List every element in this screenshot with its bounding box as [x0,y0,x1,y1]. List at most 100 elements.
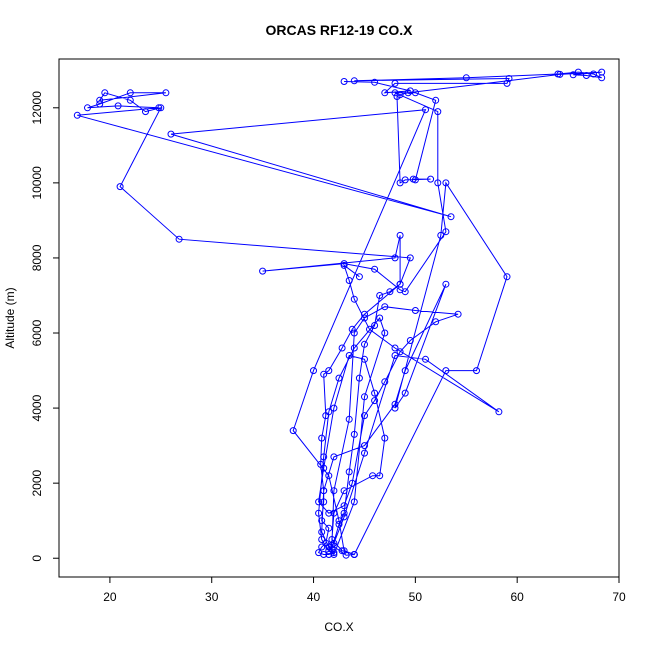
data-point [355,374,363,382]
data-point [361,442,368,450]
data-point [340,509,348,517]
data-point [114,102,122,110]
data-point [371,389,379,397]
data-point [582,72,590,79]
data-point [96,96,104,104]
data-point [350,329,358,337]
data-point [376,314,384,322]
series-layer [73,68,606,559]
x-axis: 20 30 40 50 60 70 [103,576,626,604]
data-point [340,547,348,555]
data-point [84,104,91,112]
data-point [376,472,384,480]
data-point [325,543,333,551]
data-point [396,179,404,187]
data-point [427,175,435,183]
data-point [503,273,511,281]
data-point [361,340,368,348]
data-point [345,352,353,359]
x-tick-label: 70 [612,590,626,604]
data-point [342,551,350,559]
data-point [369,472,377,480]
data-point [325,408,333,416]
data-point [73,111,81,119]
data-point [391,89,399,97]
data-point [350,430,358,438]
y-tick-label: 0 [30,555,44,562]
data-point [422,355,429,363]
data-point [320,370,328,378]
data-point [598,68,606,76]
data-point [330,539,338,547]
data-point [348,325,356,333]
data-point [361,449,368,457]
data-point [447,213,455,221]
data-point [442,179,450,187]
data-point [396,231,404,239]
x-tick-label: 50 [409,590,423,604]
data-point [315,509,323,517]
data-point [155,104,163,112]
data-point [157,104,165,112]
data-point [371,322,379,329]
data-point [330,487,338,495]
data-point [318,528,326,536]
data-point [437,231,445,239]
data-point [371,397,379,405]
data-point [454,310,462,318]
data-point [330,453,338,461]
data-point [391,400,399,408]
data-point [406,337,414,344]
data-point [330,509,338,517]
data-point [381,329,389,337]
data-point [325,547,333,555]
series-line [77,71,602,556]
data-point [320,464,328,472]
data-point [289,427,297,435]
data-point [432,96,440,104]
data-point [325,472,333,480]
data-point [315,498,323,506]
y-tick-label: 12000 [30,91,44,125]
data-point [259,267,267,275]
data-point [432,318,440,326]
y-axis: 0 2000 4000 6000 8000 10000 12000 [30,91,60,562]
data-point [318,543,326,551]
x-axis-label: CO.X [324,620,353,634]
data-point [338,344,346,352]
plot-frame [58,58,620,578]
data-point [371,265,379,273]
data-point [505,75,513,82]
data-point [411,307,419,314]
data-point [376,292,384,299]
data-point [401,367,409,375]
data-point [175,235,183,243]
data-point [361,314,368,322]
data-point [320,453,328,461]
x-tick-label: 30 [205,590,219,604]
y-tick-label: 10000 [30,166,44,200]
data-point [320,498,328,506]
data-point [391,404,399,412]
data-point [391,352,399,359]
data-point [391,344,399,352]
data-point [318,517,326,525]
data-point [320,487,328,495]
data-point [310,367,317,375]
data-point [320,551,328,558]
data-point [345,277,353,284]
data-point [422,106,429,114]
data-point [142,108,149,116]
data-point [361,412,368,420]
data-point [381,434,389,442]
x-tick-label: 60 [511,590,525,604]
data-point [126,96,134,104]
data-point [386,288,394,296]
data-point [590,70,597,78]
data-point [330,551,338,558]
data-point [462,74,470,82]
data-point [371,78,379,86]
data-point [381,303,389,311]
data-point [442,280,450,288]
data-point [325,367,333,375]
